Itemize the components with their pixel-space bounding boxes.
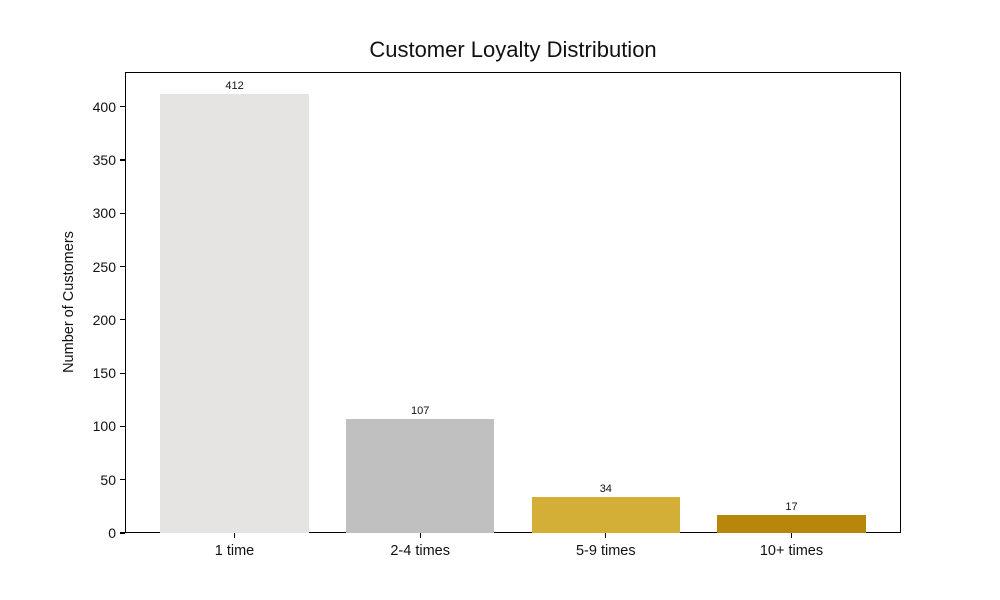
chart-title: Customer Loyalty Distribution bbox=[369, 37, 657, 62]
bar-10-times bbox=[717, 514, 866, 533]
bar-2-4-times bbox=[345, 418, 495, 533]
y-tick-mark bbox=[120, 265, 125, 268]
y-tick-label: 0 bbox=[108, 525, 116, 541]
y-tick-label: 250 bbox=[92, 258, 116, 275]
x-tick-mark bbox=[419, 533, 421, 538]
y-tick-mark bbox=[120, 479, 125, 481]
y-tick-label: 150 bbox=[92, 365, 116, 382]
x-tick-label-10-times: 10+ times bbox=[759, 543, 824, 559]
bar-1-time bbox=[160, 93, 309, 533]
bar-5-9-times bbox=[531, 496, 681, 533]
plot-area bbox=[125, 72, 901, 533]
y-tick-mark bbox=[120, 319, 125, 321]
y-tick-mark bbox=[120, 212, 125, 214]
y-axis-label: Number of Customers bbox=[61, 231, 77, 373]
bar-value-label-5-9-times: 34 bbox=[599, 482, 612, 495]
y-tick-mark bbox=[120, 159, 125, 161]
bar-value-label-1-time: 412 bbox=[225, 79, 244, 92]
y-tick-label: 300 bbox=[92, 205, 116, 222]
x-tick-label-5-9-times: 5-9 times bbox=[575, 543, 636, 559]
x-tick-mark bbox=[790, 533, 793, 538]
y-tick-label: 100 bbox=[92, 418, 116, 435]
y-tick-label: 200 bbox=[92, 311, 116, 328]
y-tick-mark bbox=[120, 425, 125, 428]
y-tick-mark bbox=[120, 372, 125, 374]
x-tick-label-2-4-times: 2-4 times bbox=[390, 543, 450, 559]
y-tick-label: 350 bbox=[92, 152, 116, 169]
x-tick-mark bbox=[605, 533, 607, 538]
x-tick-mark bbox=[233, 533, 236, 538]
bar-value-label-10-times: 17 bbox=[785, 500, 798, 513]
x-tick-label-1-time: 1 time bbox=[214, 543, 255, 559]
bar-value-label-2-4-times: 107 bbox=[410, 404, 430, 417]
y-tick-mark bbox=[120, 106, 125, 108]
y-tick-label: 400 bbox=[92, 98, 116, 115]
y-tick-label: 50 bbox=[100, 471, 116, 488]
y-tick-mark bbox=[120, 532, 125, 534]
